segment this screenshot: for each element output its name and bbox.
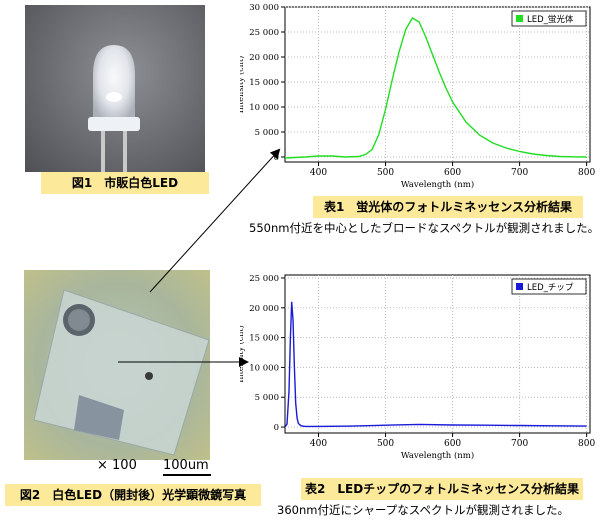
x-tick-label: 800 [578, 168, 595, 178]
magnification-label: × 100 [97, 458, 137, 473]
x-tick-label: 400 [310, 168, 327, 178]
y-tick-label: 30 000 [249, 3, 279, 13]
y-tick-label: 0 [274, 153, 279, 163]
y-axis-label: Intensity (cnt) [240, 56, 245, 113]
series-line [284, 17, 587, 159]
legend-box [511, 10, 587, 27]
led-photo [25, 5, 205, 172]
microscope-photo [24, 270, 210, 460]
x-tick-label: 600 [444, 439, 461, 449]
plot-frame [284, 6, 591, 163]
series-line [284, 301, 587, 428]
legend-box [511, 278, 587, 295]
x-tick-label: 600 [444, 168, 461, 178]
table2-note: 360nm付近にシャープなスペクトルが観測されました。 [277, 503, 569, 517]
table2-caption: 表2 LEDチップのフォトルミネッセンス分析結果 [301, 478, 583, 500]
y-tick-label: 0 [274, 423, 279, 433]
fig1-caption: 図1 市販白色LED [41, 172, 209, 194]
y-tick-label: 25 000 [249, 28, 279, 38]
legend-label: LED_蛍光体 [527, 14, 574, 25]
table1-caption: 表1 蛍光体のフォトルミネッセンス分析結果 [313, 196, 583, 218]
x-tick-label: 800 [578, 439, 595, 449]
y-tick-label: 10 000 [249, 363, 279, 373]
x-axis-label: Wavelength (nm) [401, 450, 474, 461]
legend-swatch [516, 283, 523, 290]
x-tick-label: 700 [511, 168, 528, 178]
scale-bar-label: 100um [163, 458, 211, 476]
led-lamp-icon [88, 45, 140, 172]
x-tick-label: 700 [511, 439, 528, 449]
y-axis-label: Intensity (cnt) [240, 325, 245, 382]
legend-label: LED_チップ [527, 283, 574, 293]
legend-swatch [516, 15, 523, 22]
x-axis-label: Wavelength (nm) [401, 179, 474, 190]
plot-frame [284, 274, 591, 434]
y-tick-label: 15 000 [249, 334, 279, 344]
chip-spectrum-chart: 400 500 600 700 800 0 5 000 10 000 15 000 20 000 2… [240, 274, 596, 461]
y-tick-label: 10 000 [249, 103, 279, 113]
x-tick-label: 500 [377, 168, 394, 178]
y-tick-label: 5 000 [255, 128, 279, 138]
y-tick-label: 5 000 [255, 393, 279, 403]
x-tick-label: 400 [310, 439, 327, 449]
y-tick-label: 15 000 [249, 78, 279, 88]
y-tick-label: 25 000 [249, 274, 279, 284]
led-chip-icon [33, 289, 210, 456]
y-tick-label: 20 000 [249, 304, 279, 314]
y-tick-label: 20 000 [249, 53, 279, 63]
phosphor-spectrum-chart: 400 500 600 700 800 0 5 000 10 000 15 000 20 000 2… [240, 3, 596, 190]
x-tick-label: 500 [377, 439, 394, 449]
arrow-to-chart1 [149, 148, 281, 293]
fig2-caption: 図2 白色LED（開封後）光学顕微鏡写真 [5, 484, 261, 506]
table1-note: 550nm付近を中心としたブロードなスペクトルが観測されました。 [249, 221, 600, 235]
